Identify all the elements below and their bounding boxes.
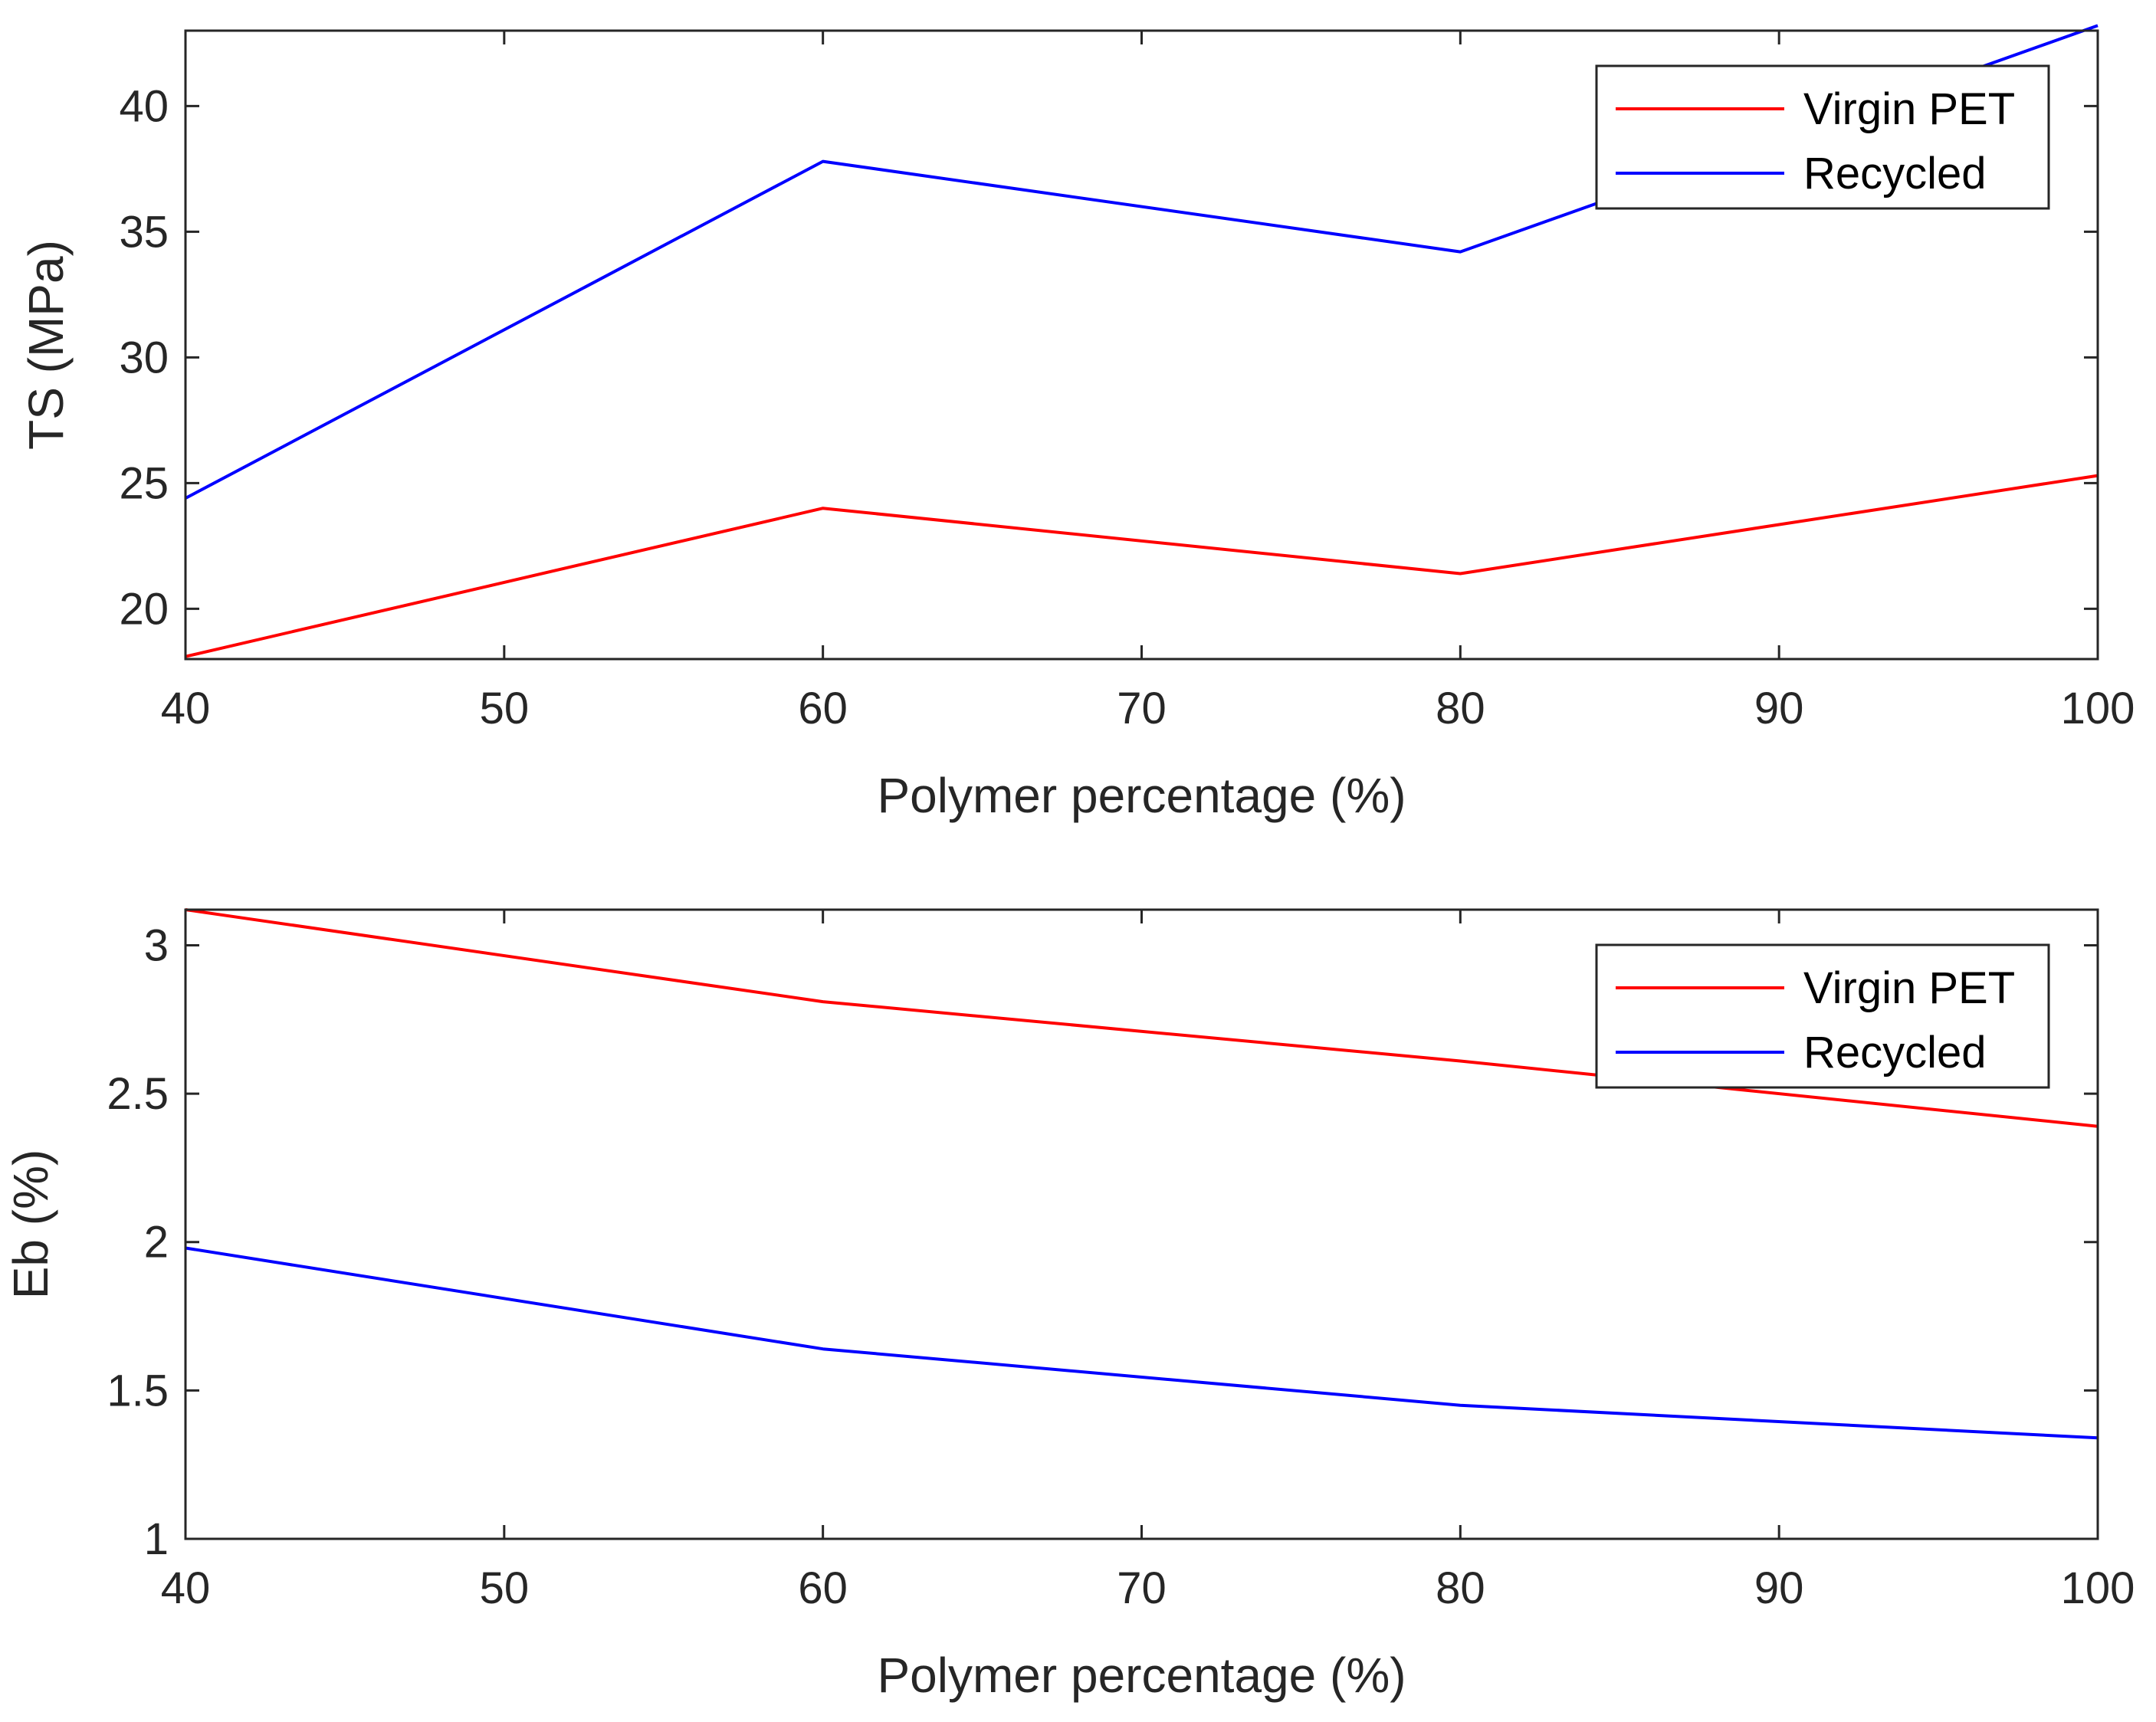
x-tick-label: 60 xyxy=(798,1563,848,1613)
legend-label-recycled: Recycled xyxy=(1803,149,1987,198)
legend-box xyxy=(1595,943,2050,1089)
x-tick-label: 80 xyxy=(1436,1563,1485,1613)
x-tick-label: 70 xyxy=(1117,1563,1167,1613)
x-axis-label: Polymer percentage (%) xyxy=(877,768,1406,823)
y-tick-label: 1 xyxy=(144,1514,169,1564)
legend-label-recycled: Recycled xyxy=(1803,1028,1987,1077)
y-tick-label: 20 xyxy=(119,584,169,634)
legend-label-virgin-pet: Virgin PET xyxy=(1803,84,2015,134)
y-tick-label: 35 xyxy=(119,207,169,257)
x-tick-label: 100 xyxy=(2061,1563,2135,1613)
legend-box xyxy=(1595,64,2050,210)
y-tick-label: 40 xyxy=(119,81,169,131)
x-axis-label: Polymer percentage (%) xyxy=(877,1648,1406,1703)
y-tick-label: 25 xyxy=(119,458,169,508)
y-tick-label: 30 xyxy=(119,333,169,382)
series-line-virgin-pet xyxy=(185,474,2099,658)
legend: Virgin PET Recycled xyxy=(1595,943,2050,1089)
x-tick-label: 50 xyxy=(480,1563,530,1613)
legend: Virgin PET Recycled xyxy=(1595,64,2050,210)
x-tick-label: 70 xyxy=(1117,684,1167,733)
series-line-recycled xyxy=(185,1246,2099,1440)
x-tick-label: 50 xyxy=(480,684,530,733)
y-tick-label: 2 xyxy=(144,1218,169,1268)
y-tick-label: 3 xyxy=(144,920,169,970)
y-axis-label: TS (MPa) xyxy=(18,240,74,450)
subplot-2: 40 50 60 70 80 90 100 1 1.5 2 2.5 3 Polymer percenta… xyxy=(3,908,2135,1703)
y-tick-label: 1.5 xyxy=(107,1366,169,1415)
x-tick-label: 90 xyxy=(1754,1563,1804,1613)
y-axis-label: Eb (%) xyxy=(3,1150,58,1300)
x-tick-label: 100 xyxy=(2061,684,2135,733)
x-tick-label: 40 xyxy=(161,1563,211,1613)
x-tick-label: 80 xyxy=(1436,684,1485,733)
subplot-1: 40 50 60 70 80 90 100 20 25 30 35 40 Polymer percent… xyxy=(18,24,2135,823)
x-tick-label: 40 xyxy=(161,684,211,733)
series-line-virgin-pet xyxy=(185,908,2099,1128)
y-tick-label: 2.5 xyxy=(107,1069,169,1119)
legend-label-virgin-pet: Virgin PET xyxy=(1803,963,2015,1013)
x-tick-label: 90 xyxy=(1754,684,1804,733)
x-tick-label: 60 xyxy=(798,684,848,733)
